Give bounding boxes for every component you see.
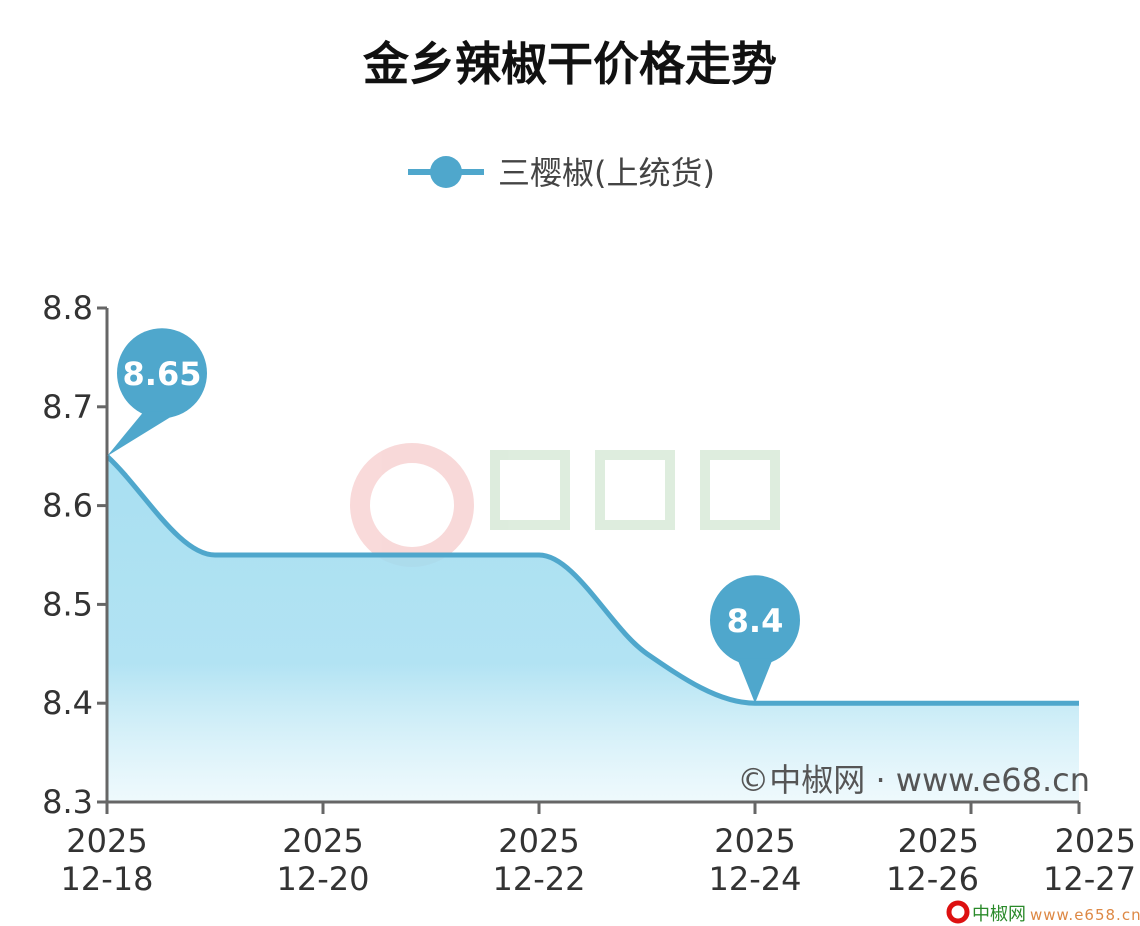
logo-url: www.e658.cn xyxy=(1030,906,1140,924)
x-tick-date: 12-18 xyxy=(61,860,154,898)
series-line xyxy=(105,454,1079,706)
x-tick-date: 12-22 xyxy=(493,860,586,898)
copyright-text: ©中椒网 · www.e68.cn xyxy=(737,761,1090,799)
value-pin: 8.4 xyxy=(710,575,800,704)
x-tick-date: 12-27 xyxy=(1043,860,1136,898)
y-tick-label: 8.3 xyxy=(42,783,93,821)
y-tick-label: 8.8 xyxy=(42,289,93,327)
y-tick-label: 8.4 xyxy=(42,684,93,722)
pin-circle xyxy=(117,328,207,419)
y-tick-label: 8.6 xyxy=(42,487,93,525)
y-tick-label: 8.5 xyxy=(42,585,93,623)
legend-dot-icon xyxy=(430,156,462,188)
x-tick-year: 2025 xyxy=(714,822,795,860)
x-tick-date: 12-20 xyxy=(277,860,370,898)
x-tick-date: 12-26 xyxy=(886,860,979,898)
y-tick-label: 8.7 xyxy=(42,388,93,426)
value-pin: 8.65 xyxy=(107,328,207,457)
legend-label: 三樱椒(上统货) xyxy=(498,154,715,192)
pin-tail xyxy=(107,411,180,457)
logo-name: 中椒网 xyxy=(972,904,1026,925)
pin-label: 8.4 xyxy=(727,602,784,640)
x-tick-year: 2025 xyxy=(282,822,363,860)
x-tick-date: 12-24 xyxy=(709,860,802,898)
chart-title: 金乡辣椒干价格走势 xyxy=(363,37,777,91)
pin-label: 8.65 xyxy=(123,355,202,393)
legend[interactable]: 三樱椒(上统货) xyxy=(408,154,715,192)
x-tick-year: 2025 xyxy=(66,822,147,860)
pin-circle xyxy=(710,575,800,666)
pin-tail xyxy=(737,658,773,704)
watermark-logo xyxy=(350,443,780,567)
x-tick-year: 2025 xyxy=(1055,822,1136,860)
e658-logo: 中椒网 www.e658.cn xyxy=(946,900,1140,925)
x-tick-year: 2025 xyxy=(498,822,579,860)
series-area xyxy=(107,456,1079,802)
x-tick-year: 2025 xyxy=(898,822,979,860)
